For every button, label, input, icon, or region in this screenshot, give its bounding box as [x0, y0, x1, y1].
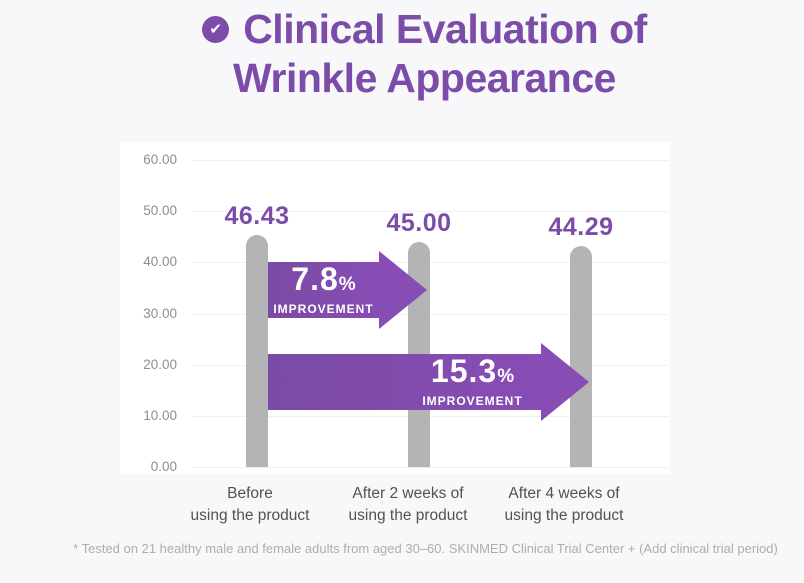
improvement-arrow: 7.8% IMPROVEMENT: [268, 251, 427, 329]
improvement-text: 15.3% IMPROVEMENT: [378, 343, 568, 421]
check-circle-icon: ✔: [202, 16, 230, 43]
arrow-head: [379, 251, 427, 329]
y-axis-tick-label: 60.00: [143, 152, 177, 167]
y-axis-tick-label: 0.00: [150, 459, 177, 474]
bar-value-label: 44.29: [548, 212, 614, 241]
improvement-label: IMPROVEMENT: [273, 302, 374, 316]
footnote: * Tested on 21 healthy male and female a…: [73, 541, 778, 556]
improvement-value: 7.8%: [291, 261, 356, 297]
bar-value-label: 45.00: [386, 209, 452, 237]
bar-value-label: 46.43: [224, 201, 290, 230]
x-axis-label: Before using the product: [165, 483, 335, 526]
improvement-value: 15.3%: [430, 353, 515, 389]
gridline: [192, 160, 668, 161]
y-axis-tick-label: 10.00: [143, 407, 177, 423]
chart-title-line-1: ✔ Clinical Evaluation of: [55, 5, 794, 54]
y-axis-tick-label: 40.00: [143, 254, 177, 270]
x-axis-label-line: Before: [227, 485, 273, 502]
bar: [246, 234, 268, 467]
title-text-line-1: Clinical Evaluation of: [243, 6, 647, 52]
x-axis-label-line: After 2 weeks of: [352, 485, 464, 502]
gridline: [192, 467, 668, 468]
x-axis-label: After 4 weeks of using the product: [479, 483, 649, 526]
arrow-body: [268, 262, 379, 318]
arrow-head: [541, 343, 589, 421]
y-axis-tick-label: 50.00: [143, 203, 177, 219]
x-axis-label-line: using the product: [190, 506, 310, 524]
gridline: [192, 211, 668, 213]
gridline: [192, 313, 668, 315]
x-axis-label-line: After 4 weeks of: [508, 485, 620, 502]
chart-title: ✔ Clinical Evaluation of Wrinkle Appeara…: [55, 5, 794, 103]
y-axis-tick-label: 20.00: [143, 356, 177, 372]
y-axis-tick-label: 30.00: [143, 305, 177, 321]
gridline: [192, 415, 668, 417]
improvement-text: 7.8% IMPROVEMENT: [229, 251, 419, 329]
title-text-line-2: Wrinkle Appearance: [233, 55, 616, 101]
x-axis-label-line: using the product: [348, 506, 468, 524]
gridline: [192, 262, 668, 264]
x-axis-label: After 2 weeks of using the product: [323, 483, 493, 526]
x-axis-label-line: using the product: [504, 506, 624, 524]
improvement-arrow: 15.3% IMPROVEMENT: [268, 343, 589, 421]
arrow-body: [268, 354, 541, 410]
improvement-label: IMPROVEMENT: [422, 394, 523, 408]
